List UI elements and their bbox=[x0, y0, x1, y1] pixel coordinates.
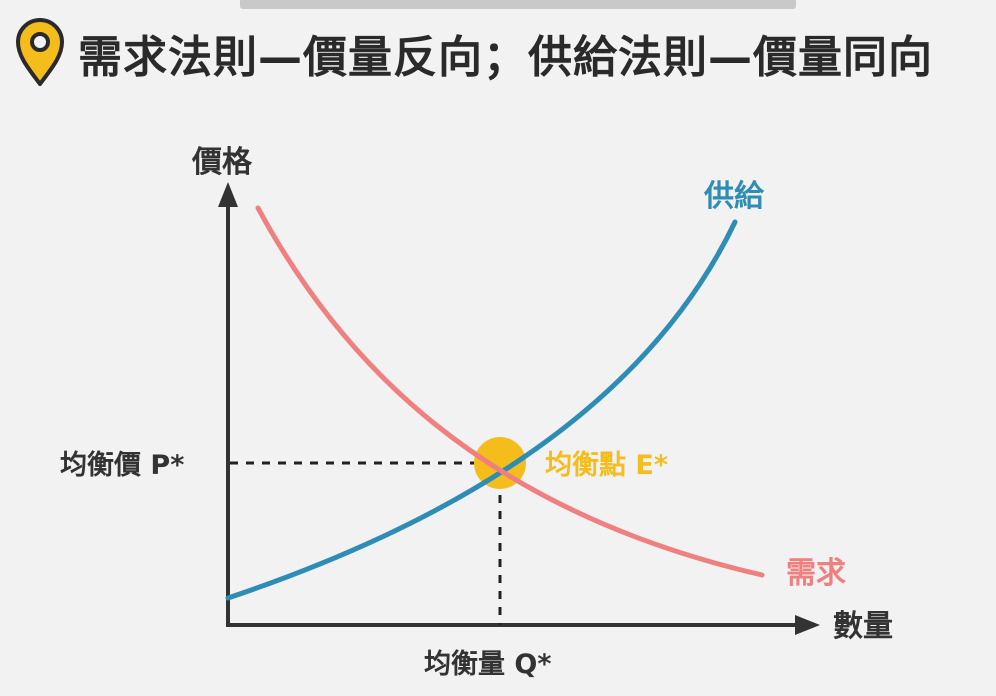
y-axis-arrow bbox=[218, 182, 238, 207]
location-pin-icon bbox=[16, 18, 64, 86]
page-title: 需求法則—價量反向；供給法則—價量同向 bbox=[78, 32, 933, 83]
demand-curve bbox=[255, 205, 765, 578]
x-axis-label: 數量 bbox=[833, 609, 893, 644]
supply-curve bbox=[225, 219, 738, 601]
top-tab-bar bbox=[240, 0, 796, 9]
equilibrium-quantity-label: 均衡量 Q* bbox=[424, 649, 551, 680]
supply-label: 供給 bbox=[703, 179, 765, 214]
y-axis-label: 價格 bbox=[191, 145, 253, 180]
demand-label: 需求 bbox=[786, 556, 846, 591]
title-row: 需求法則—價量反向；供給法則—價量同向 bbox=[12, 18, 933, 88]
x-axis-arrow bbox=[795, 615, 820, 635]
equilibrium-point-label: 均衡點 E* bbox=[545, 450, 668, 481]
equilibrium-price-label: 均衡價 P* bbox=[60, 450, 184, 481]
